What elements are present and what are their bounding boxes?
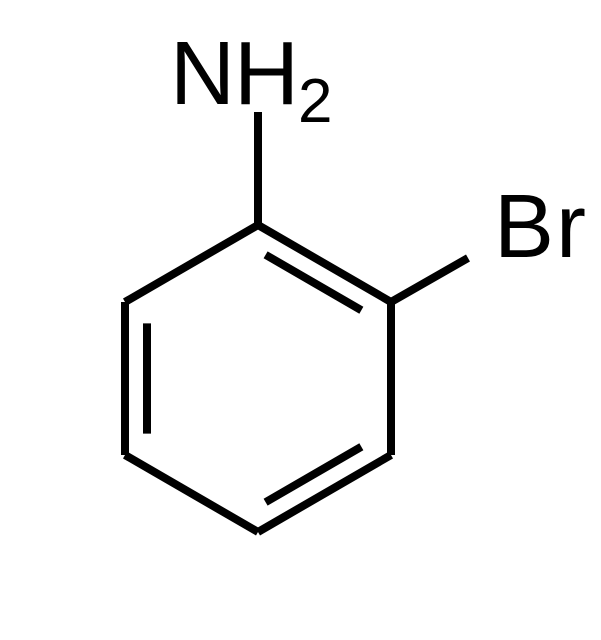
atom-label-Br: Br	[494, 177, 586, 277]
atom-label-N: NH2	[170, 24, 332, 136]
atom-label-N-part: H	[234, 24, 299, 124]
atom-label-N-part: 2	[298, 67, 332, 136]
bond-C4-C5	[125, 455, 258, 532]
bond-C2-Br	[391, 258, 468, 302]
bond-C6-C1	[125, 225, 258, 302]
atom-label-Br-part: r	[556, 177, 586, 277]
molecule-diagram: NH2 Br	[0, 0, 601, 640]
atom-label-Br-part: B	[494, 177, 554, 277]
atom-label-N-part: N	[170, 24, 235, 124]
bond-C1-C2-inner	[266, 255, 362, 310]
bond-C3-C4-inner	[266, 447, 362, 502]
